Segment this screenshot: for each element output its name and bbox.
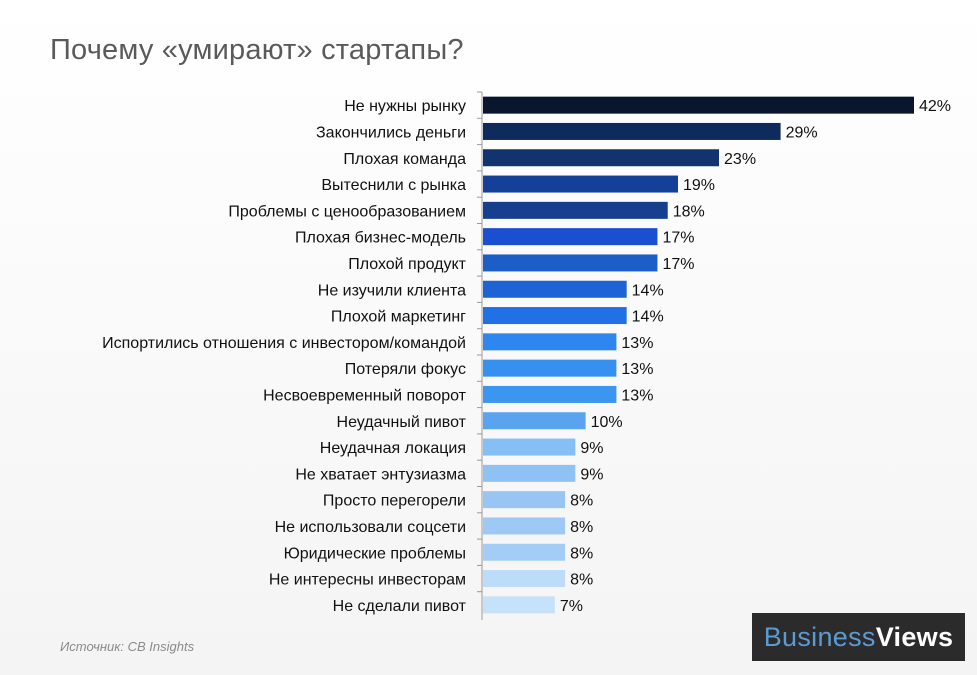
bar [483, 517, 566, 535]
bar [483, 464, 576, 482]
bar [483, 596, 555, 614]
value-label: 13% [621, 335, 653, 352]
bar [483, 280, 627, 298]
value-label: 23% [724, 151, 756, 168]
value-label: 14% [632, 282, 664, 299]
bar [483, 307, 627, 325]
bar [483, 570, 566, 588]
value-label: 8% [570, 519, 593, 536]
category-label: Потеряли фокус [345, 361, 466, 378]
value-label: 8% [570, 545, 593, 562]
value-label: 8% [570, 493, 593, 510]
category-label: Неудачный пивот [337, 414, 467, 431]
value-label: 9% [580, 440, 603, 457]
value-label: 7% [560, 598, 583, 615]
chart-title: Почему «умирают» стартапы? [50, 34, 464, 66]
value-label: 9% [580, 466, 603, 483]
brand-part-business: Business [763, 621, 876, 652]
value-label: 13% [621, 387, 653, 404]
category-label: Не интересны инвесторам [269, 572, 466, 589]
category-label: Вытеснили с рынка [321, 177, 466, 194]
bar [483, 438, 576, 456]
category-label: Неудачная локация [320, 440, 466, 457]
value-label: 29% [786, 124, 818, 141]
value-label: 42% [919, 98, 951, 115]
bar [483, 385, 617, 403]
category-label: Проблемы с ценообразованием [228, 203, 466, 220]
bar [483, 201, 668, 219]
category-label: Закончились деньги [316, 124, 466, 141]
value-label: 17% [662, 256, 694, 273]
brand-part-views: Views [875, 621, 954, 652]
category-label: Просто перегорели [323, 493, 466, 510]
value-label: 17% [662, 230, 694, 247]
category-label: Несвоевременный поворот [263, 387, 467, 404]
bar [483, 359, 617, 377]
category-label: Не хватает энтузиазма [295, 466, 466, 483]
category-label: Не нужны рынку [344, 98, 466, 115]
category-label: Плохая бизнес-модель [295, 230, 466, 247]
bar [483, 333, 617, 351]
bar [483, 491, 566, 509]
value-label: 10% [591, 414, 623, 431]
source-note: Источник: CB Insights [60, 639, 195, 654]
category-label: Юридические проблемы [284, 545, 466, 562]
category-label: Плохая команда [343, 151, 466, 168]
bar [483, 149, 720, 167]
value-label: 19% [683, 177, 715, 194]
bar [483, 543, 566, 561]
value-label: 14% [632, 309, 664, 326]
category-label: Не сделали пивот [333, 598, 467, 615]
value-label: 8% [570, 572, 593, 589]
category-label: Испортились отношения с инвестором/коман… [102, 335, 466, 352]
value-label: 18% [673, 203, 705, 220]
bar [483, 96, 914, 114]
bar [483, 412, 586, 430]
category-label: Не изучили клиента [318, 282, 466, 299]
bar [483, 254, 658, 272]
bar [483, 122, 781, 140]
category-label: Плохой продукт [348, 256, 466, 273]
category-label: Плохой маркетинг [331, 309, 466, 326]
category-label: Не использовали соцсети [275, 519, 466, 536]
bar [483, 228, 658, 246]
brand-logo: Business Views [752, 613, 965, 661]
value-label: 13% [621, 361, 653, 378]
bar [483, 175, 678, 193]
